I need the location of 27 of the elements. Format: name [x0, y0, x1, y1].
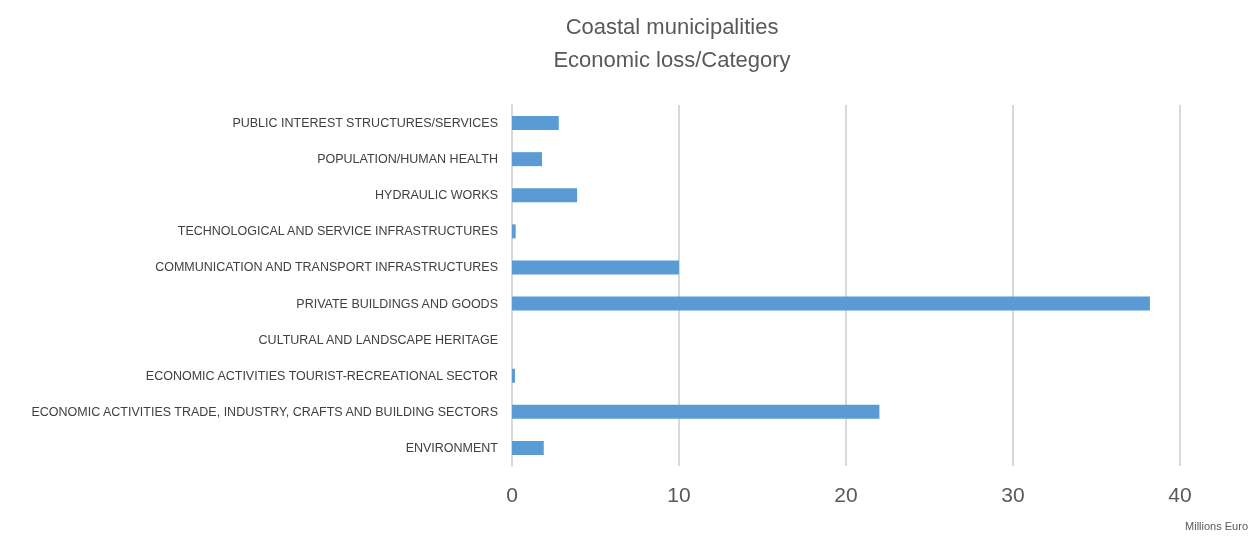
x-tick-label: 30 [1001, 483, 1025, 506]
bar [512, 116, 559, 131]
x-tick-label: 10 [667, 483, 691, 506]
y-tick-label: POPULATION/HUMAN HEALTH [317, 152, 498, 167]
bar [512, 188, 578, 203]
x-tick-label: 0 [506, 483, 518, 506]
chart-subtitle: Economic loss/Category [553, 46, 791, 72]
y-tick-label: ECONOMIC ACTIVITIES TRADE, INDUSTRY, CRAFTS AND BUILDING SECTORS [31, 404, 498, 419]
y-tick-label: TECHNOLOGICAL AND SERVICE INFRASTRUCTURES [177, 224, 498, 239]
x-tick-label: 40 [1168, 483, 1192, 506]
bar [512, 152, 543, 167]
y-tick-label: PRIVATE BUILDINGS AND GOODS [296, 296, 498, 311]
y-tick-label: COMMUNICATION AND TRANSPORT INFRASTRUCTURES [155, 260, 498, 275]
y-tick-label: ECONOMIC ACTIVITIES TOURIST-RECREATIONAL SECTOR [145, 368, 498, 383]
bar [512, 368, 516, 383]
bar [512, 404, 880, 419]
chart-title: Coastal municipalities [565, 13, 779, 39]
y-tick-label: PUBLIC INTEREST STRUCTURES/SERVICES [232, 116, 498, 131]
bar [512, 224, 516, 239]
bar [512, 260, 679, 275]
bar [512, 440, 544, 455]
x-axis-title: Millions Euro [1185, 519, 1248, 532]
x-tick-label: 20 [834, 483, 858, 506]
y-tick-label: ENVIRONMENT [405, 440, 499, 455]
y-tick-label: HYDRAULIC WORKS [375, 188, 498, 203]
y-tick-label: CULTURAL AND LANDSCAPE HERITAGE [258, 332, 498, 347]
bar [512, 296, 1150, 311]
